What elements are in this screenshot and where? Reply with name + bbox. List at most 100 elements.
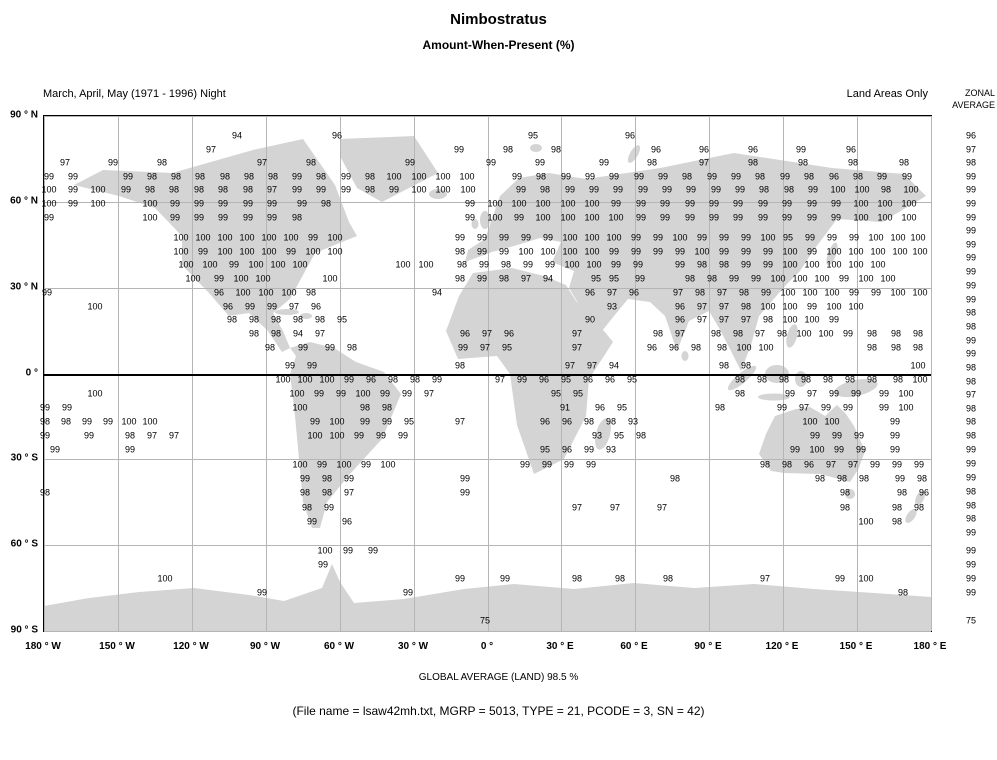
- zonal-average-value: 99: [965, 171, 977, 182]
- lon-axis-label: 150 ° E: [839, 641, 873, 652]
- grid-value: 99: [457, 342, 469, 353]
- grid-value: 96: [341, 516, 353, 527]
- grid-value: 100: [297, 374, 313, 385]
- grid-value: 97: [609, 502, 621, 513]
- grid-value: 98: [219, 171, 231, 182]
- grid-value: 100: [248, 259, 264, 270]
- grid-value: 98: [502, 144, 514, 155]
- grid-value: 100: [239, 232, 255, 243]
- grid-value: 99: [850, 388, 862, 399]
- grid-value: 100: [90, 184, 106, 195]
- grid-value: 100: [824, 416, 840, 427]
- grid-value: 96: [213, 287, 225, 298]
- grid-value: 75: [479, 615, 491, 626]
- zonal-average-value: 99: [965, 225, 977, 236]
- grid-value: 99: [542, 232, 554, 243]
- continent-africa: [446, 268, 613, 474]
- grid-value: 99: [831, 430, 843, 441]
- grid-value: 97: [494, 374, 506, 385]
- grid-value: 98: [891, 516, 903, 527]
- grid-value: 99: [381, 416, 393, 427]
- grid-value: 98: [762, 314, 774, 325]
- grid-value: 99: [335, 388, 347, 399]
- grid-value: 100: [782, 301, 798, 312]
- grid-line-vertical: [709, 116, 710, 631]
- grid-value: 100: [796, 328, 812, 339]
- lon-axis-label: 180 ° W: [25, 641, 61, 652]
- grid-value: 99: [635, 198, 647, 209]
- grid-value: 100: [258, 287, 274, 298]
- grid-value: 99: [889, 416, 901, 427]
- grid-value: 98: [747, 157, 759, 168]
- grid-line-vertical: [561, 116, 562, 631]
- zonal-average-value: 99: [965, 252, 977, 263]
- grid-value: 99: [781, 212, 793, 223]
- grid-line-vertical: [266, 116, 267, 631]
- grid-value: 98: [740, 301, 752, 312]
- grid-value: 94: [231, 130, 243, 141]
- grid-value: 99: [485, 157, 497, 168]
- grid-value: 98: [839, 502, 851, 513]
- grid-value: 99: [343, 473, 355, 484]
- grid-value: 99: [454, 573, 466, 584]
- zonal-average-value: 98: [965, 307, 977, 318]
- grid-value: 98: [605, 416, 617, 427]
- zonal-average-value: 99: [965, 335, 977, 346]
- grid-value: 99: [291, 171, 303, 182]
- grid-value: 95: [550, 388, 562, 399]
- grid-value: 100: [760, 301, 776, 312]
- zonal-average-value: 99: [965, 266, 977, 277]
- grid-value: 99: [842, 328, 854, 339]
- grid-value: 100: [518, 246, 534, 257]
- zonal-average-value: 98: [965, 376, 977, 387]
- grid-value: 100: [560, 212, 576, 223]
- grid-value: 98: [897, 587, 909, 598]
- grid-value: 99: [608, 246, 620, 257]
- grid-value: 97: [168, 430, 180, 441]
- grid-value: 98: [916, 473, 928, 484]
- zonal-average-value: 98: [965, 500, 977, 511]
- grid-value: 100: [870, 246, 886, 257]
- grid-value: 99: [519, 459, 531, 470]
- zonal-average-value: 99: [965, 280, 977, 291]
- grid-value: 99: [541, 459, 553, 470]
- grid-value: 99: [299, 473, 311, 484]
- grid-value: 99: [360, 459, 372, 470]
- grid-value: 100: [411, 171, 427, 182]
- grid-value: 99: [39, 430, 51, 441]
- grid-value: 99: [316, 459, 328, 470]
- grid-value: 100: [435, 171, 451, 182]
- grid-value: 99: [107, 157, 119, 168]
- grid-value: 100: [292, 259, 308, 270]
- grid-value: 93: [591, 430, 603, 441]
- grid-value: 94: [542, 273, 554, 284]
- grid-value: 98: [694, 287, 706, 298]
- grid-value: 100: [606, 232, 622, 243]
- grid-value: 100: [217, 246, 233, 257]
- grid-value: 96: [828, 171, 840, 182]
- grid-value: 100: [912, 287, 928, 298]
- grid-value: 98: [913, 502, 925, 513]
- grid-value: 99: [563, 459, 575, 470]
- zonal-average-value: 75: [965, 615, 977, 626]
- grid-value: 100: [327, 232, 343, 243]
- grid-value: 100: [355, 388, 371, 399]
- grid-value: 99: [402, 587, 414, 598]
- file-info-text: (File name = lsaw42mh.txt, MGRP = 5013, …: [292, 704, 705, 718]
- grid-value: 98: [60, 416, 72, 427]
- grid-value: 100: [782, 314, 798, 325]
- grid-value: 99: [498, 232, 510, 243]
- continent-north-america: [74, 139, 357, 352]
- land-areas-label: Land Areas Only: [846, 88, 928, 100]
- grid-value: 98: [758, 184, 770, 195]
- grid-value: 98: [858, 473, 870, 484]
- grid-value: 98: [270, 314, 282, 325]
- grid-value: 99: [894, 473, 906, 484]
- grid-value: 99: [806, 246, 818, 257]
- grid-line-horizontal: [44, 288, 931, 289]
- grid-value: 98: [124, 430, 136, 441]
- grid-value: 99: [522, 259, 534, 270]
- grid-value: 99: [685, 184, 697, 195]
- grid-value: 97: [696, 301, 708, 312]
- grid-value: 100: [853, 212, 869, 223]
